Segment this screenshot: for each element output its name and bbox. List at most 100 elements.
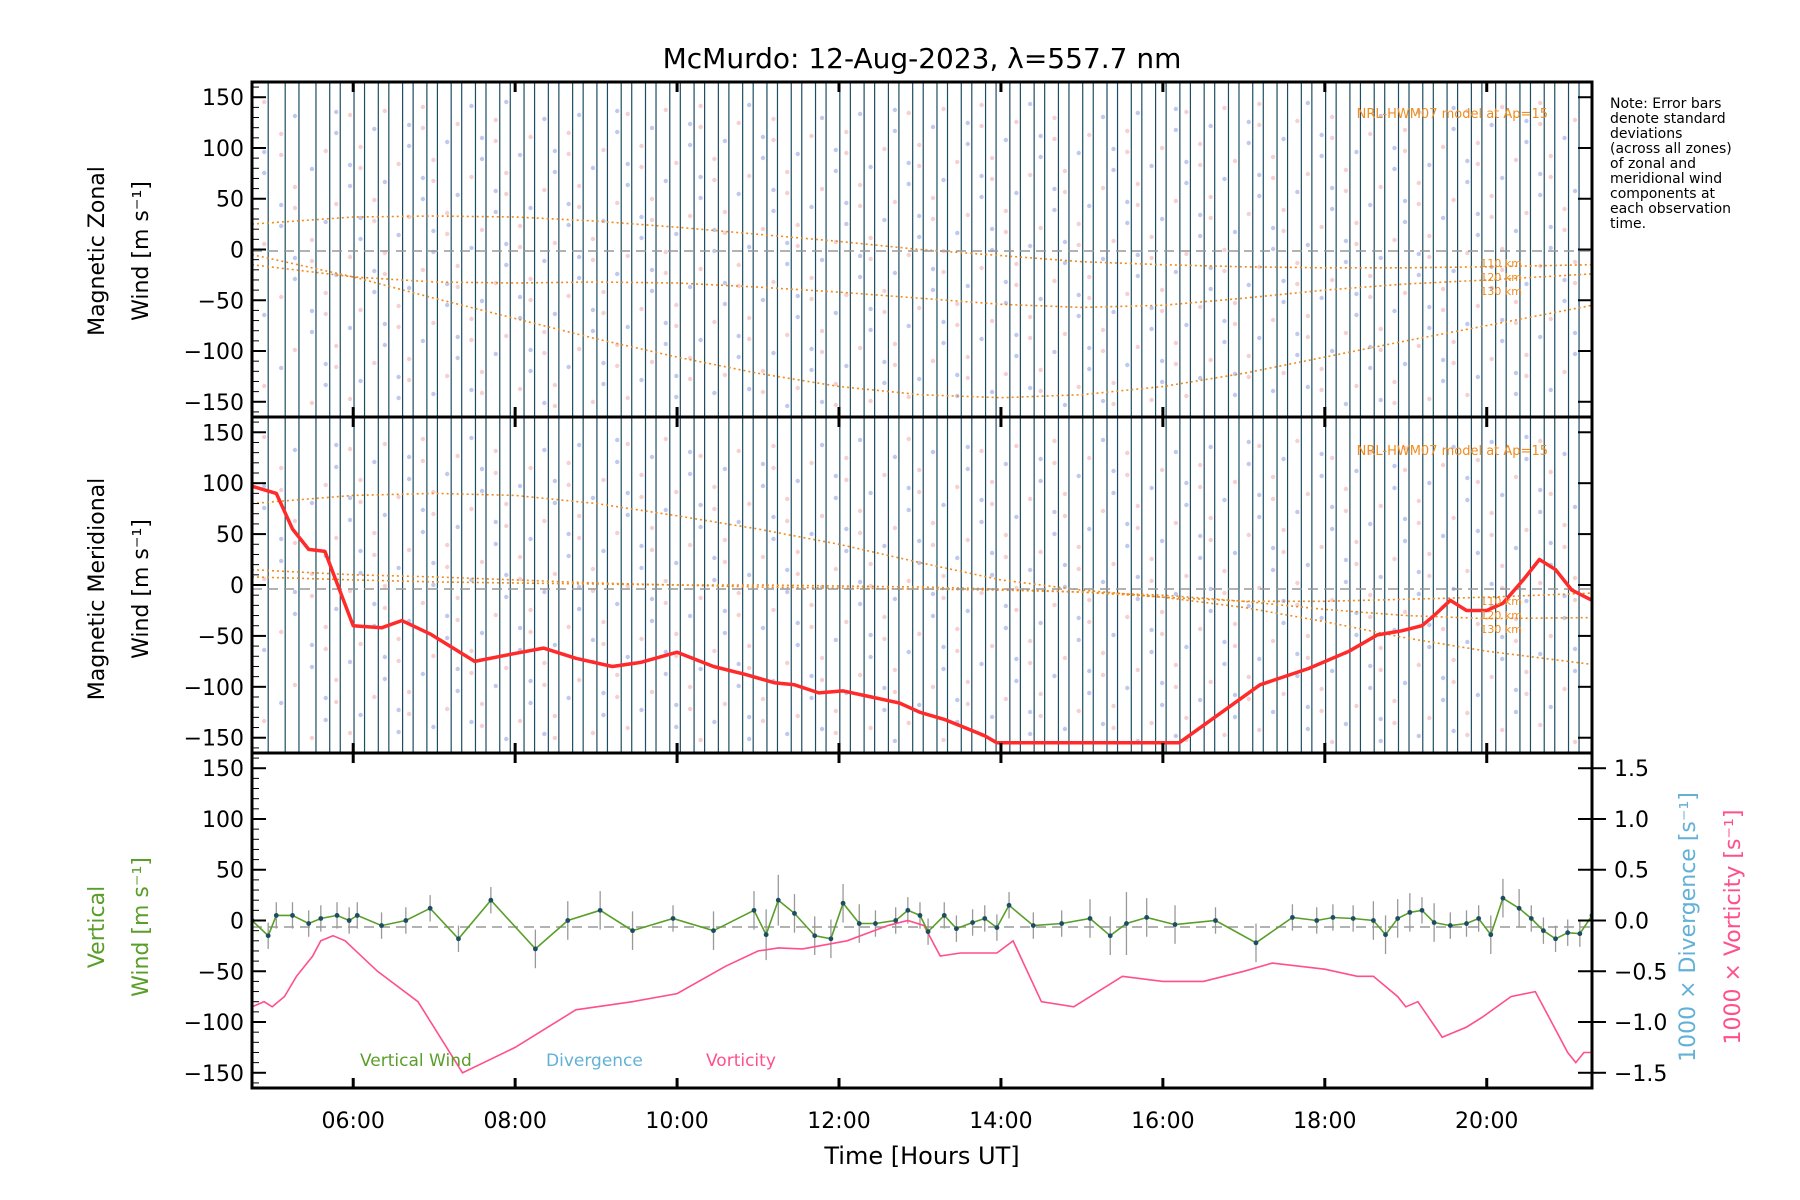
scatter-point (576, 513, 582, 519)
scatter-point (1538, 722, 1543, 728)
scatter-point (278, 152, 284, 158)
scatter-point (917, 142, 922, 148)
scatter-point (674, 160, 679, 166)
note-line: of zonal and (1610, 156, 1696, 172)
scatter-point (1197, 555, 1203, 561)
scatter-point (1354, 703, 1359, 709)
scatter-point (358, 499, 363, 505)
scatter-point (1378, 503, 1383, 509)
model-curve (252, 215, 1592, 269)
scatter-point (844, 221, 849, 227)
scatter-point (809, 531, 814, 537)
scatter-point (1149, 397, 1154, 403)
scatter-point (1329, 135, 1335, 141)
scatter-point (504, 241, 509, 247)
scatter-point (892, 689, 898, 695)
scatter-point (941, 502, 946, 508)
scatter-point (1295, 281, 1300, 287)
scatter-point (1489, 285, 1494, 291)
scatter-point (989, 479, 995, 485)
scatter-point (1052, 207, 1057, 213)
scatter-point (1014, 607, 1019, 613)
scatter-point (795, 549, 800, 555)
scatter-point (493, 541, 498, 547)
scatter-point (358, 378, 363, 384)
scatter-point (309, 400, 315, 406)
scatter-point (1027, 709, 1033, 715)
scatter-point (1319, 387, 1324, 393)
scatter-point (278, 223, 284, 229)
scatter-point (566, 222, 571, 228)
scatter-point (1489, 356, 1494, 362)
scatter-point (576, 254, 582, 260)
scatter-point (1159, 631, 1165, 637)
scatter-point (590, 328, 596, 334)
scatter-point (1222, 339, 1227, 345)
scatter-point (649, 689, 655, 695)
scatter-point (1246, 374, 1251, 380)
scatter-point (906, 323, 911, 329)
scatter-point (1111, 167, 1116, 173)
model-curve (252, 576, 1592, 666)
scatter-point (479, 298, 485, 304)
scatter-point (1562, 615, 1567, 621)
scatter-point (1329, 206, 1335, 212)
scatter-point (1378, 113, 1383, 119)
model-curve-label: 120 km (1480, 271, 1522, 284)
scatter-point (857, 253, 863, 259)
vorticity-line (252, 919, 1592, 1074)
scatter-point (1222, 268, 1227, 274)
vertical-wind-point (917, 913, 923, 918)
scatter-point (844, 548, 849, 554)
scatter-point (590, 495, 596, 501)
scatter-point (444, 373, 450, 379)
scatter-point (989, 176, 995, 182)
vertical-wind-point (954, 926, 959, 932)
scatter-point (382, 654, 388, 660)
vertical-wind-point (456, 936, 461, 942)
scatter-point (1014, 514, 1019, 520)
vertical-wind-point (1350, 916, 1356, 921)
scatter-point (1392, 145, 1397, 151)
scatter-point (431, 391, 436, 397)
scatter-point (1149, 720, 1154, 726)
scatter-point (868, 561, 873, 567)
scatter-point (819, 726, 825, 732)
scatter-point (1014, 190, 1019, 196)
scatter-point (1451, 197, 1456, 203)
vertical-wind-point (905, 907, 911, 913)
scatter-point (1427, 644, 1432, 650)
scatter-point (979, 265, 984, 271)
scatter-point (989, 550, 995, 556)
scatter-point (1257, 492, 1262, 498)
scatter-point (955, 484, 960, 490)
scatter-point (674, 302, 679, 308)
y-tick-label: −100 (184, 1011, 244, 1036)
scatter-point (493, 209, 498, 215)
scatter-point (517, 152, 523, 158)
scatter-point (1329, 114, 1335, 120)
scatter-point (698, 453, 703, 459)
scatter-point (930, 124, 936, 130)
scatter-point (372, 218, 377, 224)
scatter-point (1440, 378, 1446, 384)
scatter-point (504, 170, 509, 176)
scatter-point (1343, 238, 1349, 244)
scatter-point (955, 648, 960, 654)
scatter-point (1125, 362, 1130, 368)
scatter-point (795, 620, 800, 626)
scatter-point (1465, 158, 1470, 164)
scatter-point (479, 723, 485, 729)
scatter-point (1281, 228, 1286, 234)
scatter-point (930, 613, 936, 619)
scatter-point (1499, 104, 1505, 110)
scatter-point (1295, 438, 1300, 444)
scatter-point (1232, 321, 1238, 327)
note-line: meridional wind (1610, 171, 1722, 187)
scatter-point (785, 518, 790, 524)
scatter-point (687, 613, 693, 619)
scatter-point (1014, 261, 1019, 267)
legend-vertical-wind: Vertical Wind (360, 1051, 472, 1071)
scatter-point (552, 240, 558, 246)
scatter-point (955, 159, 960, 165)
